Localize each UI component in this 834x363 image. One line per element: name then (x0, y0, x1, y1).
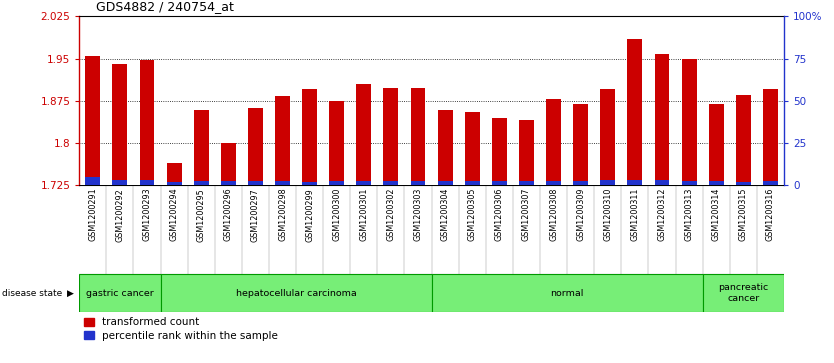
Bar (384, 88, 399, 185)
Bar (167, 163, 182, 185)
Bar (546, 181, 561, 185)
Text: GSM1200306: GSM1200306 (495, 188, 504, 241)
Bar (438, 181, 453, 185)
Bar (410, 88, 425, 185)
Bar (248, 108, 263, 185)
Bar (302, 89, 317, 185)
Text: GSM1200312: GSM1200312 (657, 188, 666, 241)
Text: GSM1200296: GSM1200296 (224, 188, 233, 241)
Text: GSM1200303: GSM1200303 (414, 188, 423, 241)
Bar (627, 179, 642, 185)
Text: GSM1200294: GSM1200294 (169, 188, 178, 241)
Bar (465, 181, 480, 185)
Bar (79, 274, 160, 312)
Bar (384, 181, 399, 185)
Text: GSM1200310: GSM1200310 (603, 188, 612, 241)
Bar (519, 181, 534, 185)
Text: GSM1200307: GSM1200307 (522, 188, 531, 241)
Text: GSM1200292: GSM1200292 (115, 188, 124, 241)
Bar (85, 56, 100, 185)
Bar (329, 181, 344, 185)
Bar (600, 89, 615, 185)
Bar (736, 182, 751, 185)
Bar (85, 177, 100, 185)
Text: GSM1200298: GSM1200298 (278, 188, 287, 241)
Text: GDS4882 / 240754_at: GDS4882 / 240754_at (96, 0, 234, 13)
Text: gastric cancer: gastric cancer (86, 289, 153, 298)
Bar (519, 121, 534, 185)
Bar (763, 89, 778, 185)
Bar (275, 181, 290, 185)
Bar (193, 110, 208, 185)
Text: hepatocellular carcinoma: hepatocellular carcinoma (236, 289, 356, 298)
Text: GSM1200297: GSM1200297 (251, 188, 260, 241)
Bar (329, 101, 344, 185)
Bar (600, 180, 615, 185)
Bar (113, 64, 128, 185)
Bar (356, 181, 371, 185)
Bar (139, 180, 154, 185)
Text: GSM1200304: GSM1200304 (440, 188, 450, 241)
Bar (736, 95, 751, 185)
Bar (221, 143, 236, 185)
Text: GSM1200313: GSM1200313 (685, 188, 694, 241)
Bar (410, 181, 425, 185)
Bar (655, 54, 670, 185)
Bar (139, 60, 154, 185)
Bar (492, 181, 507, 185)
Bar (681, 58, 696, 185)
Text: disease state: disease state (2, 289, 62, 298)
Bar (248, 181, 263, 185)
Text: pancreatic
cancer: pancreatic cancer (718, 284, 768, 303)
Text: ▶: ▶ (67, 289, 73, 298)
Text: GSM1200314: GSM1200314 (711, 188, 721, 241)
Bar (193, 181, 208, 185)
Bar (709, 181, 724, 185)
Text: GSM1200316: GSM1200316 (766, 188, 775, 241)
Bar (573, 103, 588, 185)
Bar (221, 181, 236, 185)
Bar (709, 103, 724, 185)
Bar (546, 99, 561, 185)
Bar (681, 181, 696, 185)
Text: GSM1200295: GSM1200295 (197, 188, 206, 241)
Bar (627, 39, 642, 185)
Bar (573, 181, 588, 185)
Bar (763, 181, 778, 185)
Legend: transformed count, percentile rank within the sample: transformed count, percentile rank withi… (84, 317, 278, 341)
Text: GSM1200299: GSM1200299 (305, 188, 314, 241)
Text: GSM1200300: GSM1200300 (332, 188, 341, 241)
Bar (160, 274, 431, 312)
Text: GSM1200308: GSM1200308 (549, 188, 558, 241)
Bar (167, 182, 182, 185)
Text: normal: normal (550, 289, 584, 298)
Text: GSM1200309: GSM1200309 (576, 188, 585, 241)
Text: GSM1200291: GSM1200291 (88, 188, 98, 241)
Bar (431, 274, 702, 312)
Bar (438, 110, 453, 185)
Text: GSM1200293: GSM1200293 (143, 188, 152, 241)
Bar (492, 118, 507, 185)
Text: GSM1200305: GSM1200305 (468, 188, 477, 241)
Bar (302, 182, 317, 185)
Bar (465, 112, 480, 185)
Bar (655, 180, 670, 185)
Bar (113, 180, 128, 185)
Bar (356, 84, 371, 185)
Bar (275, 96, 290, 185)
Bar (702, 274, 784, 312)
Text: GSM1200302: GSM1200302 (386, 188, 395, 241)
Text: GSM1200315: GSM1200315 (739, 188, 748, 241)
Text: GSM1200311: GSM1200311 (631, 188, 640, 241)
Text: GSM1200301: GSM1200301 (359, 188, 369, 241)
